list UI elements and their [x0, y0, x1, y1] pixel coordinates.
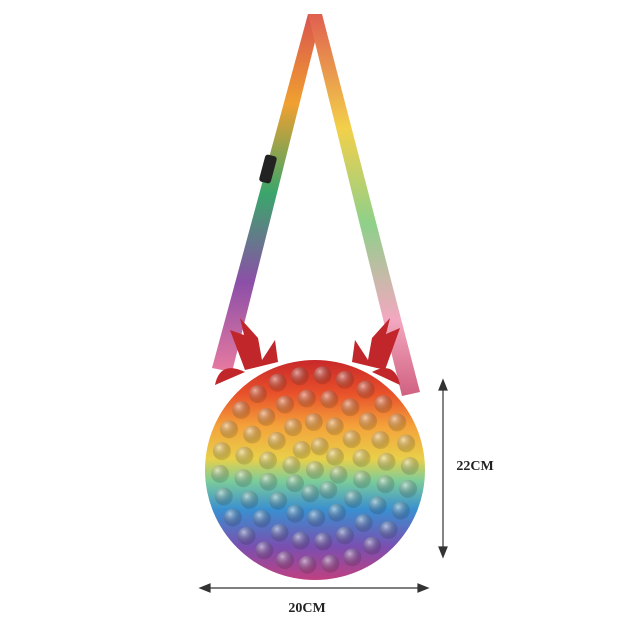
bubble [371, 431, 390, 450]
bubble [327, 503, 346, 522]
bubble [354, 514, 373, 533]
bubble [268, 373, 287, 392]
bubble [388, 413, 407, 432]
dimension-arrows [198, 378, 448, 593]
bubble [352, 449, 371, 468]
bubble [270, 523, 289, 542]
bubbles [211, 366, 419, 574]
bubble [314, 532, 333, 551]
bubble [257, 407, 276, 426]
bubble [353, 470, 372, 489]
bubble [258, 451, 277, 470]
bubble [255, 541, 274, 560]
bubble [307, 508, 326, 527]
bubble [341, 398, 360, 417]
bubble [276, 551, 295, 570]
bubble [243, 425, 262, 444]
bubble [320, 390, 339, 409]
strap-buckle [259, 154, 277, 184]
ear-right [372, 368, 400, 385]
bubble [234, 469, 253, 488]
bubble [286, 504, 305, 523]
bubble [376, 475, 395, 494]
bubble [298, 555, 317, 574]
bubble [304, 413, 323, 432]
strap-right [308, 14, 420, 396]
bubble [313, 366, 332, 385]
bubble [292, 440, 311, 459]
arrow-head [417, 583, 430, 593]
bubble [285, 474, 304, 493]
bubble [252, 509, 271, 528]
bubble [211, 464, 230, 483]
bubble [391, 501, 410, 520]
arrow-head [438, 546, 448, 559]
bubble [282, 456, 301, 475]
bubble [326, 447, 345, 466]
bubble [356, 380, 375, 399]
arrow-head [438, 378, 448, 391]
bubble [291, 531, 310, 550]
height-label: 22CM [456, 459, 493, 474]
bubble [306, 461, 324, 479]
bubble [397, 434, 416, 453]
width-label: 20CM [288, 601, 325, 616]
bubble [237, 526, 256, 545]
ear-left [215, 368, 245, 385]
bubble [374, 395, 393, 414]
bubble [232, 401, 251, 420]
bubble [342, 430, 361, 449]
bubble [240, 490, 259, 509]
bubble [344, 490, 363, 509]
bubble [343, 548, 362, 567]
bubble [377, 452, 396, 471]
bubble [297, 389, 316, 408]
bubble [248, 385, 267, 404]
antler-right [352, 318, 400, 370]
bubble [310, 437, 329, 456]
bubble [214, 487, 233, 506]
bubble [220, 420, 239, 439]
bubble [321, 554, 340, 573]
bubble [400, 457, 419, 476]
bubble [399, 479, 418, 498]
bubble [363, 536, 382, 555]
bubble [329, 465, 348, 484]
bubble [335, 526, 354, 545]
bubble [335, 370, 354, 389]
bubble [325, 417, 344, 436]
bubble [235, 446, 254, 465]
bubble [379, 520, 398, 539]
bubble [259, 472, 278, 491]
bubble [290, 367, 309, 386]
bubble [368, 496, 387, 515]
bubble [284, 418, 303, 437]
bubble [276, 395, 295, 414]
bubble [269, 491, 288, 510]
bubble [223, 508, 242, 527]
bubble [301, 484, 320, 503]
strap-left [212, 14, 322, 372]
bubble [212, 442, 231, 461]
arrow-head [198, 583, 211, 593]
bubble [267, 431, 286, 450]
antler-left [230, 318, 278, 370]
bubble [319, 481, 338, 500]
bubble [359, 412, 378, 431]
